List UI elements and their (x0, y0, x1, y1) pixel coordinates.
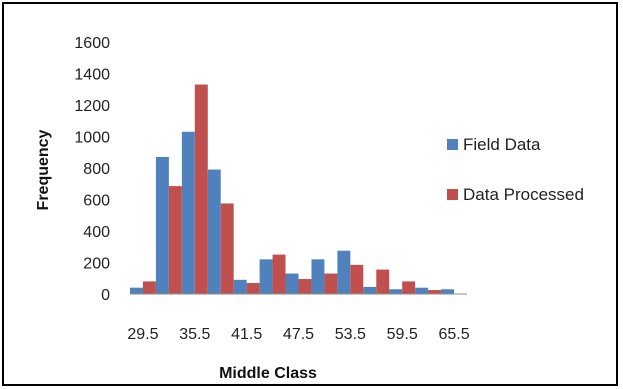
x-tick-label: 65.5 (438, 326, 469, 343)
x-tick-label: 29.5 (127, 326, 158, 343)
chart-frame (2, 2, 618, 386)
bar (324, 273, 338, 294)
bar (220, 203, 234, 294)
bar (428, 290, 442, 294)
bars (130, 84, 455, 295)
y-tick-label: 400 (83, 224, 110, 241)
y-axis-ticks: 0 200 400 600 800 1000 1200 1400 1600 (74, 35, 110, 304)
bar (142, 281, 156, 294)
bar (168, 186, 182, 294)
y-tick-label: 800 (83, 161, 110, 178)
bar (130, 287, 143, 294)
x-axis-ticks: 29.5 35.5 41.5 47.5 53.5 59.5 65.5 (127, 326, 469, 343)
x-tick-label: 59.5 (387, 326, 418, 343)
bar (233, 279, 247, 294)
legend-swatch (447, 189, 458, 200)
bar (376, 269, 390, 294)
x-tick-label: 47.5 (283, 326, 314, 343)
bar (389, 289, 403, 294)
bar (272, 254, 286, 295)
bar (402, 281, 416, 294)
y-tick-label: 0 (101, 287, 110, 304)
bar (415, 287, 429, 294)
bar (311, 259, 325, 294)
legend: Field Data Data Processed (447, 135, 584, 204)
x-axis-title: Middle Class (219, 365, 317, 382)
x-tick-label: 41.5 (231, 326, 262, 343)
bar (246, 282, 260, 294)
y-axis-title: Frequency (35, 129, 52, 210)
bar (441, 289, 455, 294)
y-tick-label: 1600 (74, 35, 110, 52)
y-tick-label: 1200 (74, 98, 110, 115)
x-tick-label: 35.5 (179, 326, 210, 343)
y-tick-label: 200 (83, 256, 110, 273)
legend-label: Field Data (463, 135, 541, 154)
x-tick-label: 53.5 (335, 326, 366, 343)
bar (181, 131, 195, 294)
y-tick-label: 1000 (74, 130, 110, 147)
bar (350, 264, 364, 294)
y-tick-label: 1400 (74, 67, 110, 84)
legend-label: Data Processed (463, 185, 584, 204)
bar (363, 286, 377, 294)
bar (298, 279, 312, 294)
bar (194, 84, 208, 295)
bar (337, 250, 351, 294)
y-tick-label: 600 (83, 193, 110, 210)
bar (285, 273, 299, 294)
bar (259, 259, 273, 294)
legend-swatch (447, 139, 458, 150)
bar (155, 156, 169, 294)
bar (207, 169, 221, 294)
